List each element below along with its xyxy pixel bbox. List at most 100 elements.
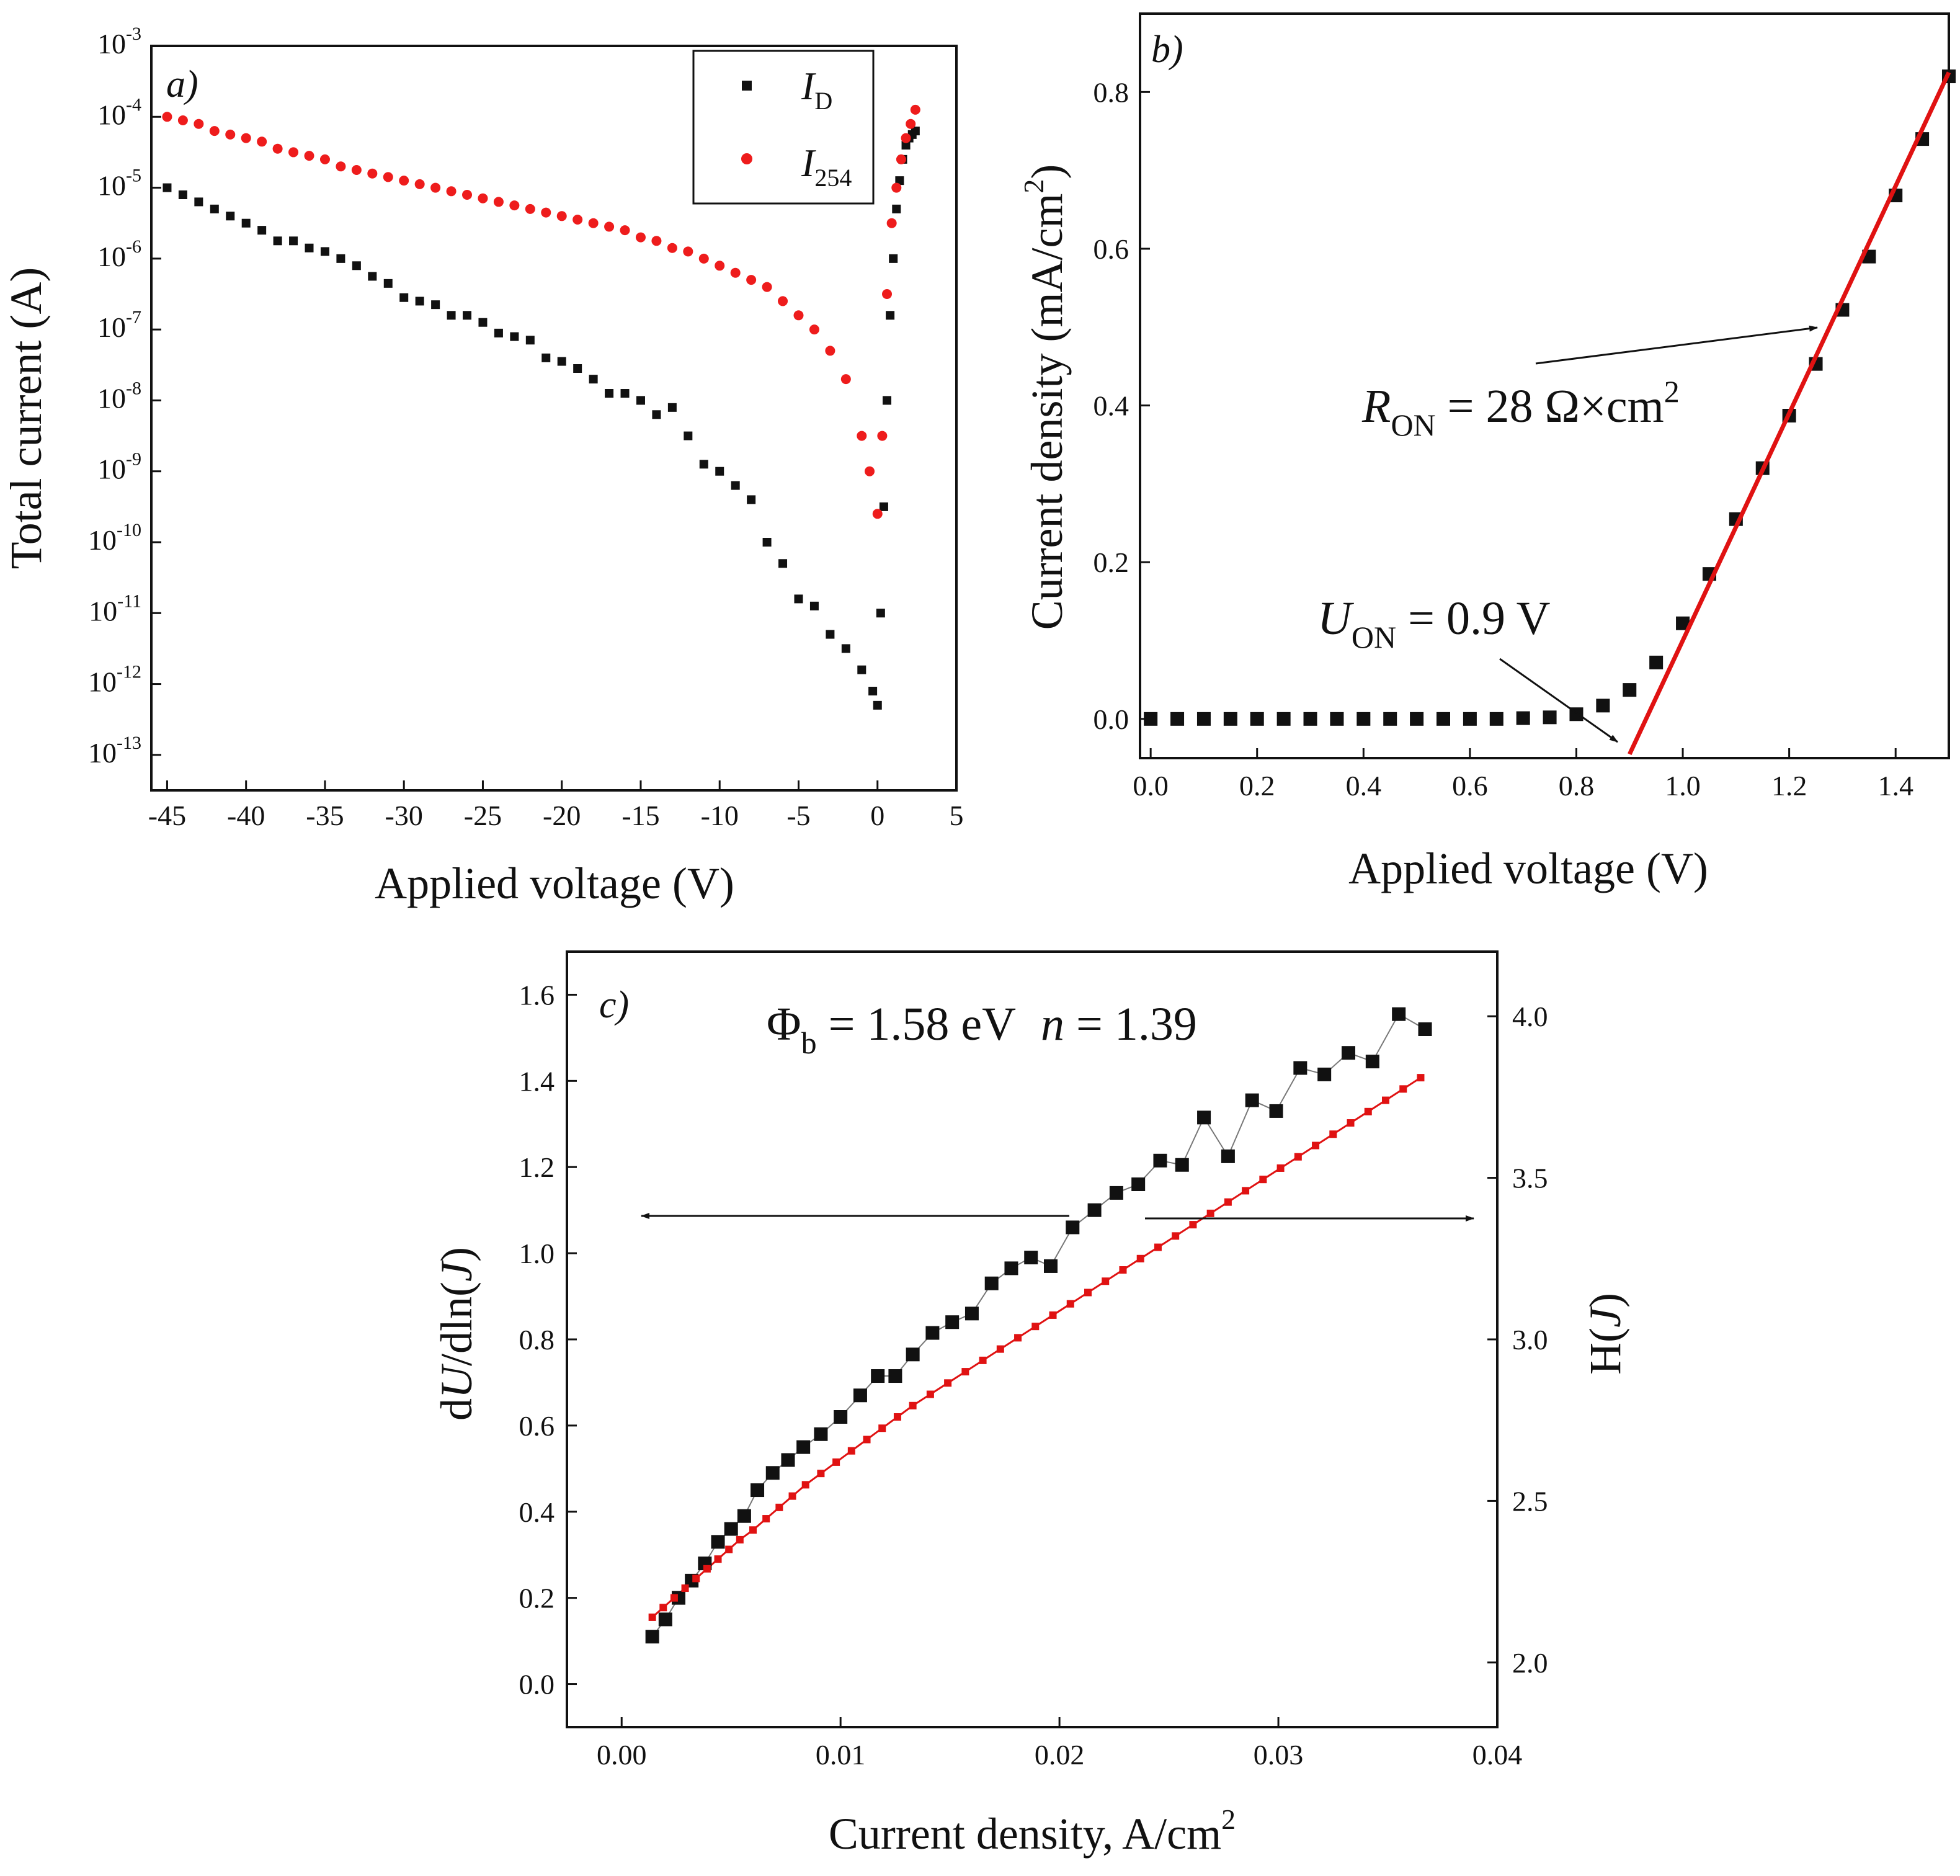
- panel-b-point: [1516, 711, 1530, 725]
- panel-a-point-I_D: [289, 236, 298, 246]
- panel-c-black-point: [1044, 1259, 1058, 1273]
- panel-c-red-point: [692, 1574, 700, 1583]
- panel-a-point-I_254: [667, 243, 677, 253]
- panel-c-black-point: [871, 1369, 885, 1383]
- panel-a-point-I_254: [319, 154, 330, 164]
- panel-a-point-I_254: [478, 193, 488, 203]
- panel-a-point-I_254: [809, 324, 819, 335]
- panel-a-frame: [150, 45, 958, 792]
- panel-a-point-I_D: [510, 332, 519, 341]
- uon-arrow: [1499, 658, 1618, 743]
- panel-a-point-I_254: [509, 200, 520, 211]
- panel-a-point-I_D: [336, 254, 345, 263]
- panel-b-x-tick-label: 0.4: [1346, 770, 1382, 802]
- panel-a-legend-box: [692, 50, 875, 205]
- panel-a-x-tick-label: -15: [621, 800, 659, 831]
- panel-c-red-point: [681, 1584, 689, 1592]
- panel-b-point: [1276, 712, 1291, 726]
- panel-a-point-I_254: [746, 275, 757, 285]
- panel-b-point: [1463, 712, 1477, 726]
- legend-label-id: ID: [801, 64, 832, 115]
- panel-a-point-I_254: [336, 161, 346, 172]
- panel-a-point-I_D: [368, 272, 377, 281]
- panel-b-x-tick-label: 0.8: [1559, 770, 1595, 802]
- panel-c-red-point: [817, 1470, 825, 1478]
- panel-a-point-I_D: [731, 481, 740, 490]
- panel-a-point-I_D: [873, 700, 882, 710]
- panel-a-x-tick-label: -5: [786, 800, 810, 831]
- panel-c-red-point: [1329, 1130, 1337, 1138]
- panel-a-point-I_254: [588, 218, 599, 228]
- panel-a-point-I_254: [840, 374, 851, 385]
- panel-a-point-I_254: [351, 165, 362, 175]
- panel-c-black-point: [1004, 1261, 1018, 1275]
- panel-a-y-ticks: 10-13 10-12 10-11 10-10 10-9 10-8 10-7 10-6 10-5…: [88, 24, 161, 769]
- panel-c-left-y-ticks: 0.0 0.2 0.4 0.6 0.8 1.0 1.2 1.4 1.6: [519, 979, 577, 1700]
- panel-a-y-tick-label: 10-5: [97, 166, 141, 202]
- panel-a-y-tick-label: 10-12: [88, 662, 141, 698]
- panel-c-red-point: [1259, 1176, 1267, 1184]
- panel-b-point: [1223, 712, 1237, 726]
- panel-a-x-tick-label: -10: [701, 800, 739, 831]
- panel-c-black-point: [1197, 1110, 1211, 1125]
- panel-a-point-I_254: [698, 253, 709, 264]
- panel-a-point-I_254: [414, 179, 425, 189]
- panel-c-black-point: [984, 1276, 999, 1290]
- panel-a-point-I_D: [762, 538, 772, 547]
- panel-a-point-I_254: [857, 431, 867, 441]
- panel-b-x-tick-label: 0.0: [1133, 770, 1169, 802]
- panel-a-x-tick-label: -30: [385, 800, 423, 831]
- panel-a-point-I_254: [194, 118, 204, 129]
- panel-c-black-point: [658, 1612, 672, 1627]
- panel-c-black-point: [1365, 1055, 1379, 1069]
- panel-c-right-y-tick-label: 2.5: [1512, 1485, 1548, 1517]
- panel-c-black-point: [906, 1347, 920, 1362]
- panel-c-left-y-tick-label: 0.8: [519, 1324, 555, 1356]
- panel-c-red-point: [1102, 1277, 1110, 1285]
- panel-c-black-point: [1293, 1061, 1307, 1075]
- panel-b-y-tick-label: 0.8: [1094, 76, 1129, 108]
- panel-a-point-I_254: [762, 282, 772, 292]
- panel-a-point-I_254: [288, 147, 299, 158]
- panel-a-point-I_D: [841, 644, 850, 653]
- panel-c-red-point: [1364, 1107, 1372, 1115]
- panel-a-xlabel: Applied voltage (V): [375, 859, 734, 908]
- panel-a-y-tick-label: 10-4: [97, 94, 141, 130]
- panel-b-xlabel: Applied voltage (V): [1348, 844, 1708, 893]
- panel-c-black-point: [765, 1466, 780, 1480]
- panel-c-red-point: [1276, 1164, 1285, 1172]
- panel-c-red-point: [703, 1565, 711, 1573]
- panel-c-red-point: [762, 1515, 770, 1523]
- panel-a-point-I_D: [557, 357, 566, 366]
- panel-a-point-I_D: [415, 297, 424, 306]
- panel-a-y-tick-label: 10-10: [88, 520, 141, 556]
- panel-c-black-point: [1418, 1022, 1432, 1036]
- panel-a-point-I_254: [896, 154, 906, 164]
- panel-a-x-tick-label: 0: [870, 800, 884, 831]
- panel-a-x-tick-label: -45: [148, 800, 186, 831]
- panel-b-y-tick-label: 0.6: [1094, 233, 1129, 265]
- panel-a-point-I_254: [877, 431, 888, 441]
- panel-b-points: [1144, 69, 1956, 756]
- panel-c-left-y-tick-label: 0.4: [519, 1496, 555, 1528]
- panel-c-red-point: [893, 1413, 901, 1421]
- panel-c-black-point: [853, 1388, 867, 1403]
- panel-a-point-I_254: [525, 203, 535, 214]
- panel-c-black-point: [1317, 1067, 1332, 1081]
- panel-c-red-point: [775, 1503, 783, 1511]
- panel-c-red-point: [1014, 1334, 1022, 1342]
- panel-c-red-point: [1154, 1243, 1162, 1251]
- panel-c-red-point: [648, 1613, 656, 1621]
- panel-a-point-I_D: [826, 630, 835, 639]
- panel-a-point-I_254: [882, 289, 893, 299]
- panel-b-point: [1649, 655, 1664, 669]
- panel-b-point: [1330, 712, 1344, 726]
- panel-a-point-I_254: [730, 267, 741, 278]
- panel-c-black-point: [1087, 1203, 1102, 1217]
- panel-a-point-I_D: [747, 495, 756, 504]
- panel-c-x-tick-label: 0.01: [816, 1739, 866, 1771]
- panel-a-point-I_254: [257, 136, 267, 147]
- panel-c-red-point: [725, 1545, 733, 1553]
- panel-a-point-I_D: [892, 204, 901, 213]
- panel-a-y-tick-label: 10-11: [89, 591, 141, 627]
